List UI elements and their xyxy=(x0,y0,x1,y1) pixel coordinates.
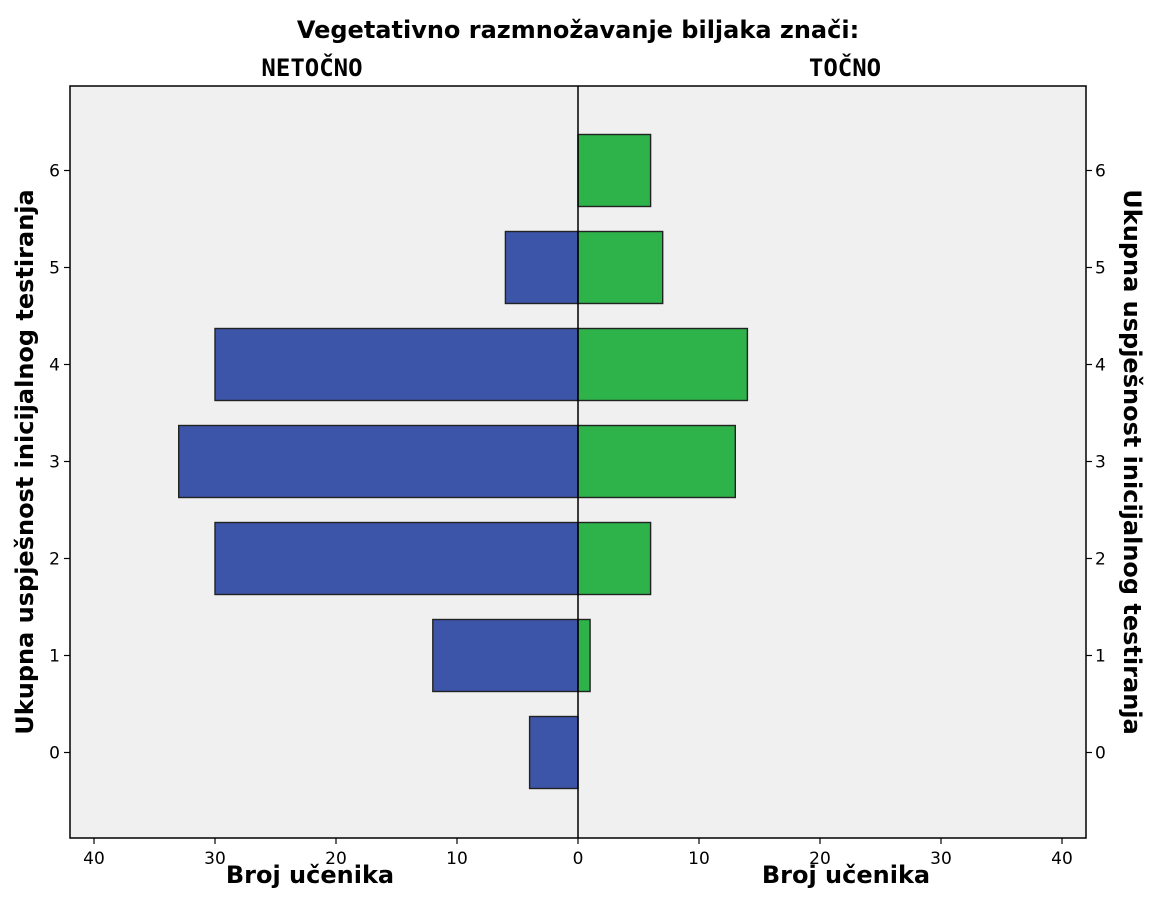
y-tick-label-left-6: 6 xyxy=(49,162,60,182)
bar-right-3 xyxy=(577,424,737,499)
y-tick-label-right-4: 4 xyxy=(1095,356,1106,376)
bar-left-2 xyxy=(214,521,579,596)
x-tick-label-right-30: 30 xyxy=(930,849,952,869)
bar-right-6 xyxy=(577,133,652,208)
bar-right-4 xyxy=(577,327,749,402)
y-tick-label-right-2: 2 xyxy=(1095,550,1106,570)
x-axis-title-left: Broj učenika xyxy=(226,861,394,889)
bar-right-1 xyxy=(577,618,591,693)
left-panel-label: NETOČNO xyxy=(261,52,362,82)
x-tick-label-right-20: 20 xyxy=(809,849,831,869)
x-tick-label-right-10: 10 xyxy=(688,849,710,869)
bar-left-4 xyxy=(214,327,579,402)
bar-right-2 xyxy=(577,521,652,596)
bars-layer xyxy=(177,133,749,790)
y-axis-title-right: Ukupna uspješnost inicijalnog testiranja xyxy=(1118,189,1146,734)
y-tick-label-left-3: 3 xyxy=(49,453,60,473)
x-tick-label-left-20: 20 xyxy=(325,849,347,869)
x-tick-label-left-30: 30 xyxy=(204,849,226,869)
bar-left-1 xyxy=(432,618,579,693)
x-tick-label-center-0: 0 xyxy=(573,849,584,869)
y-tick-label-right-1: 1 xyxy=(1095,647,1106,667)
right-panel-label: TOČNO xyxy=(809,52,881,82)
axes-layer: 0 0 1 1 2 2 3 3 4 4 5 5 6 6 0 10 10 20 20 30 30 40 40 xyxy=(49,86,1106,869)
y-tick-label-right-6: 6 xyxy=(1095,162,1106,182)
x-tick-label-left-40: 40 xyxy=(83,849,105,869)
bar-left-0 xyxy=(528,715,579,790)
y-tick-label-left-0: 0 xyxy=(49,744,60,764)
x-tick-label-left-10: 10 xyxy=(446,849,468,869)
bar-left-3 xyxy=(177,424,579,499)
y-axis-title-left: Ukupna uspješnost inicijalnog testiranja xyxy=(11,189,39,734)
x-tick-label-right-40: 40 xyxy=(1051,849,1073,869)
y-tick-label-left-2: 2 xyxy=(49,550,60,570)
y-tick-label-right-0: 0 xyxy=(1095,744,1106,764)
x-axis-title-right: Broj učenika xyxy=(762,861,930,889)
chart-title: Vegetativno razmnožavanje biljaka znači: xyxy=(297,16,859,44)
y-tick-label-left-4: 4 xyxy=(49,356,60,376)
y-tick-label-right-5: 5 xyxy=(1095,259,1106,279)
bar-left-5 xyxy=(504,230,579,305)
y-tick-label-left-5: 5 xyxy=(49,259,60,279)
y-tick-label-left-1: 1 xyxy=(49,647,60,667)
bar-right-5 xyxy=(577,230,664,305)
y-tick-label-right-3: 3 xyxy=(1095,453,1106,473)
